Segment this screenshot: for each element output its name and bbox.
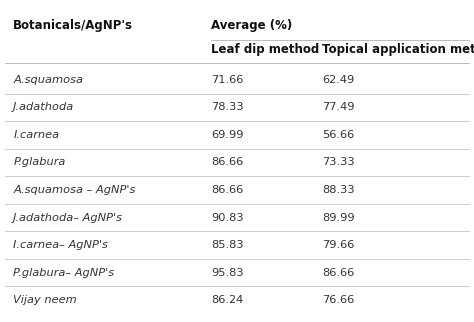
Text: Botanicals/AgNP's: Botanicals/AgNP's (13, 19, 133, 32)
Text: 76.66: 76.66 (322, 295, 355, 305)
Text: J.adathoda: J.adathoda (13, 102, 74, 112)
Text: 89.99: 89.99 (322, 213, 355, 223)
Text: Vijay neem: Vijay neem (13, 295, 77, 305)
Text: A.squamosa – AgNP's: A.squamosa – AgNP's (13, 185, 136, 195)
Text: 95.83: 95.83 (211, 268, 244, 278)
Text: Average (%): Average (%) (211, 19, 292, 32)
Text: P.glabura– AgNP's: P.glabura– AgNP's (13, 268, 114, 278)
Text: P.glabura: P.glabura (13, 157, 65, 167)
Text: A.squamosa: A.squamosa (13, 75, 83, 85)
Text: 77.49: 77.49 (322, 102, 355, 112)
Text: 86.66: 86.66 (211, 157, 243, 167)
Text: 86.66: 86.66 (211, 185, 243, 195)
Text: 88.33: 88.33 (322, 185, 355, 195)
Text: 86.24: 86.24 (211, 295, 243, 305)
Text: 69.99: 69.99 (211, 130, 244, 140)
Text: 56.66: 56.66 (322, 130, 355, 140)
Text: J.adathoda– AgNP's: J.adathoda– AgNP's (13, 213, 123, 223)
Text: 78.33: 78.33 (211, 102, 244, 112)
Text: 85.83: 85.83 (211, 240, 244, 250)
Text: I.carnea: I.carnea (13, 130, 59, 140)
Text: 71.66: 71.66 (211, 75, 243, 85)
Text: 73.33: 73.33 (322, 157, 355, 167)
Text: 86.66: 86.66 (322, 268, 355, 278)
Text: 79.66: 79.66 (322, 240, 355, 250)
Text: Topical application method: Topical application method (322, 43, 474, 56)
Text: 62.49: 62.49 (322, 75, 355, 85)
Text: Leaf dip method: Leaf dip method (211, 43, 319, 56)
Text: I.carnea– AgNP's: I.carnea– AgNP's (13, 240, 108, 250)
Text: 90.83: 90.83 (211, 213, 244, 223)
